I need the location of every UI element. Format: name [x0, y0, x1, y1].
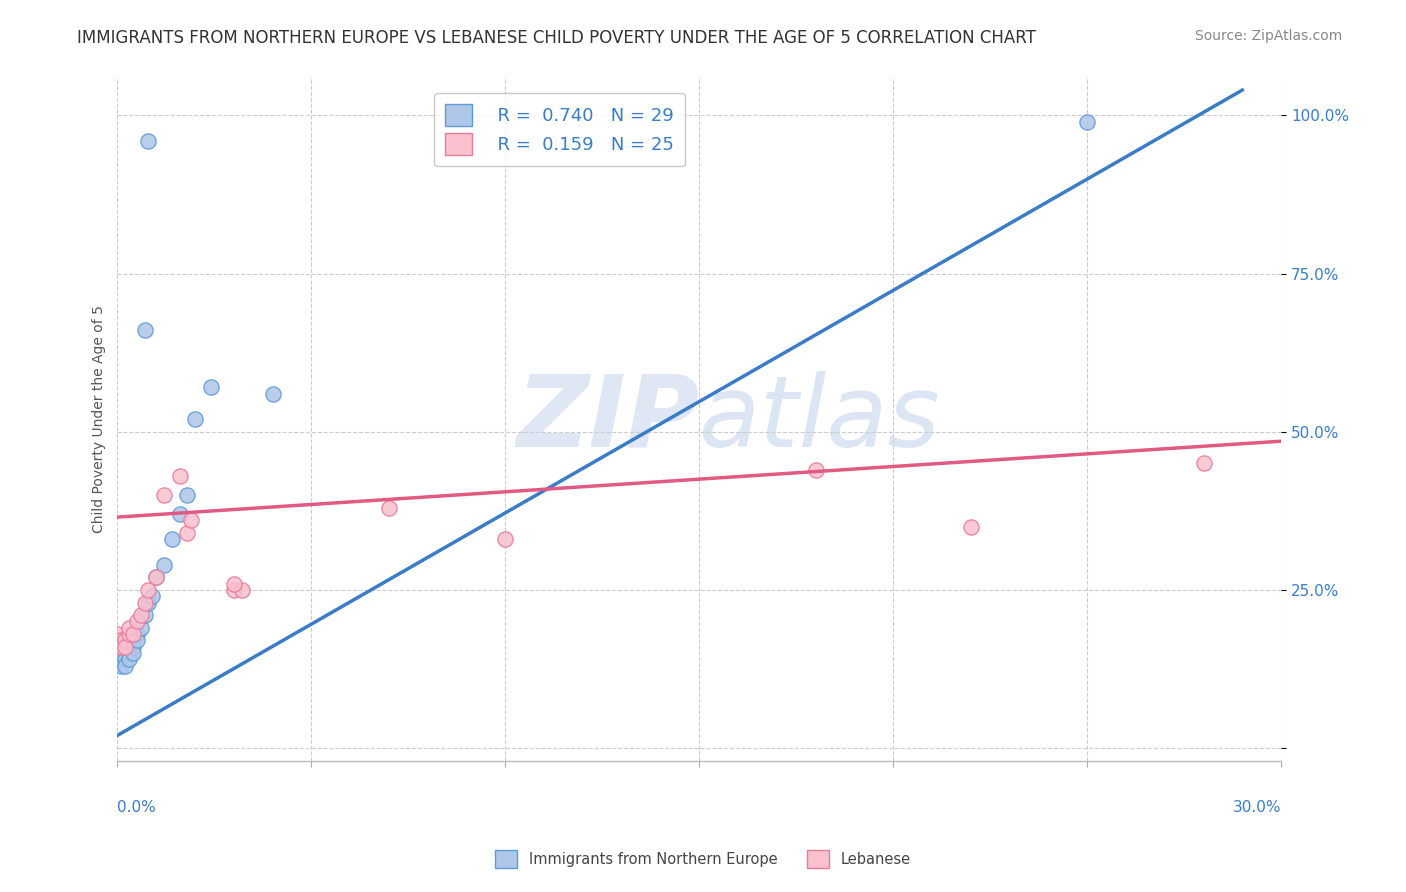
Point — [118, 652, 141, 666]
Point — [125, 615, 148, 629]
Point — [129, 621, 152, 635]
Point — [222, 582, 245, 597]
Point — [145, 570, 167, 584]
Point — [138, 134, 160, 148]
Point — [184, 412, 207, 426]
Point — [1192, 456, 1215, 470]
Point — [118, 627, 141, 641]
Text: IMMIGRANTS FROM NORTHERN EUROPE VS LEBANESE CHILD POVERTY UNDER THE AGE OF 5 COR: IMMIGRANTS FROM NORTHERN EUROPE VS LEBAN… — [77, 29, 1036, 47]
Point — [169, 507, 191, 521]
Point — [107, 633, 129, 648]
Point — [180, 513, 202, 527]
Point — [110, 640, 132, 654]
Legend: Immigrants from Northern Europe, Lebanese: Immigrants from Northern Europe, Lebanes… — [489, 845, 917, 874]
Point — [153, 488, 176, 502]
Point — [141, 589, 163, 603]
Point — [114, 640, 136, 654]
Text: ZIP: ZIP — [516, 370, 699, 467]
Point — [114, 640, 136, 654]
Point — [378, 500, 401, 515]
Point — [231, 582, 253, 597]
Point — [494, 533, 516, 547]
Point — [114, 652, 136, 666]
Point — [134, 324, 156, 338]
Point — [1076, 114, 1098, 128]
Point — [118, 646, 141, 660]
Point — [959, 519, 981, 533]
Y-axis label: Child Poverty Under the Age of 5: Child Poverty Under the Age of 5 — [93, 305, 107, 533]
Point — [160, 533, 183, 547]
Point — [114, 658, 136, 673]
Point — [110, 658, 132, 673]
Point — [110, 640, 132, 654]
Text: 0.0%: 0.0% — [118, 799, 156, 814]
Point — [153, 558, 176, 572]
Legend:   R =  0.740   N = 29,   R =  0.159   N = 25: R = 0.740 N = 29, R = 0.159 N = 25 — [434, 94, 685, 166]
Text: Source: ZipAtlas.com: Source: ZipAtlas.com — [1195, 29, 1343, 44]
Point — [134, 595, 156, 609]
Point — [122, 646, 145, 660]
Text: atlas: atlas — [699, 370, 941, 467]
Text: 30.0%: 30.0% — [1233, 799, 1281, 814]
Point — [107, 627, 129, 641]
Point — [145, 570, 167, 584]
Point — [138, 595, 160, 609]
Point — [134, 608, 156, 623]
Point — [122, 640, 145, 654]
Point — [125, 633, 148, 648]
Point — [176, 488, 198, 502]
Point — [262, 386, 284, 401]
Point — [169, 469, 191, 483]
Point — [804, 463, 827, 477]
Point — [122, 627, 145, 641]
Point — [138, 582, 160, 597]
Point — [176, 525, 198, 540]
Point — [125, 627, 148, 641]
Point — [200, 380, 222, 394]
Point — [118, 621, 141, 635]
Point — [129, 608, 152, 623]
Point — [110, 652, 132, 666]
Point — [114, 633, 136, 648]
Point — [222, 576, 245, 591]
Point — [110, 633, 132, 648]
Point — [110, 646, 132, 660]
